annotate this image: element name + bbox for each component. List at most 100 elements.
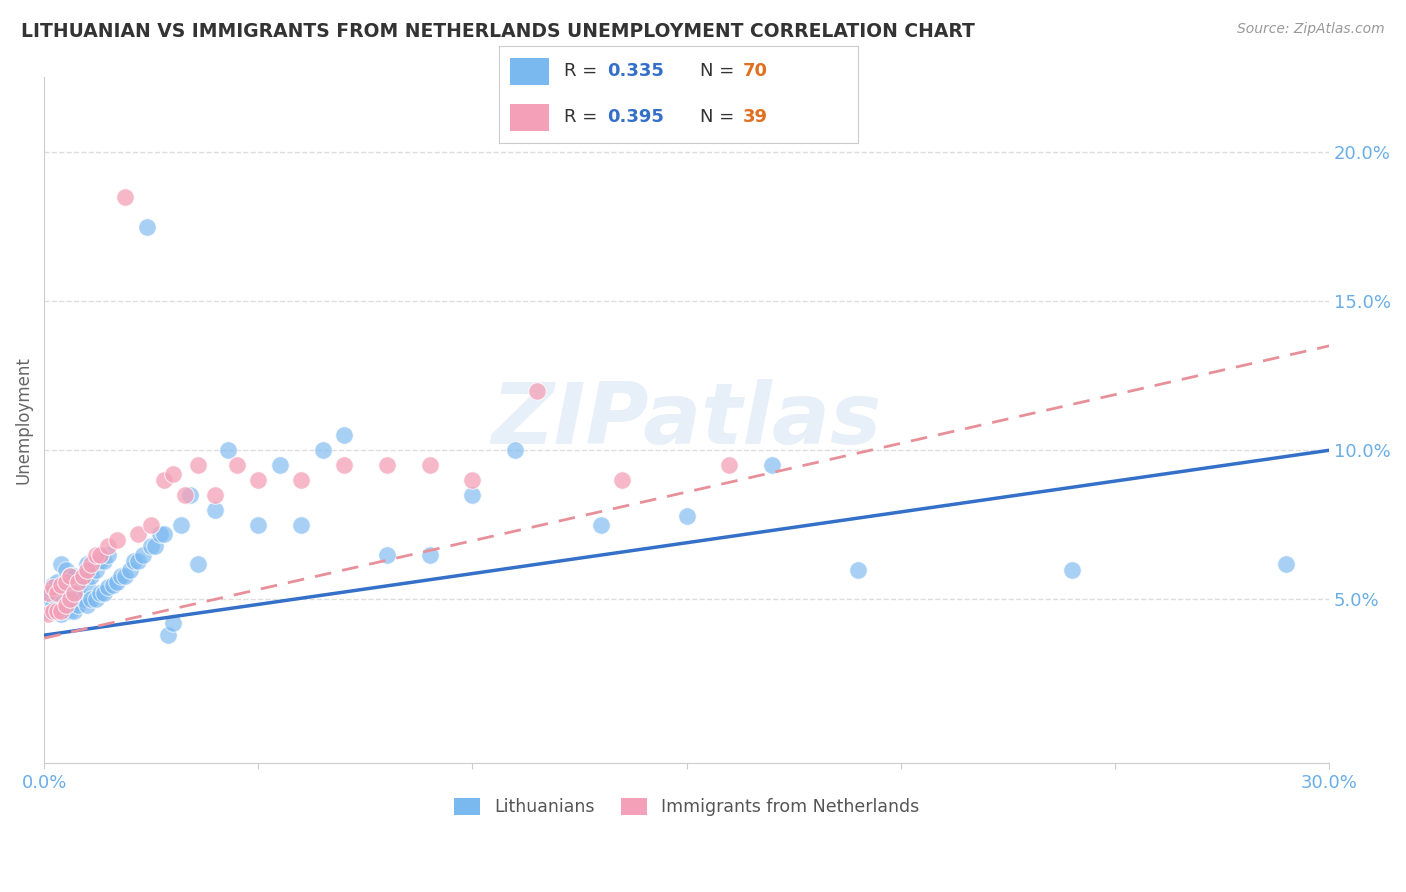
Point: [846, 563, 869, 577]
Text: Source: ZipAtlas.com: Source: ZipAtlas.com: [1237, 22, 1385, 37]
Point: [46, 604, 69, 618]
Text: R =: R =: [564, 108, 603, 126]
Point: [105, 574, 128, 589]
Point: [419, 458, 441, 473]
Y-axis label: Unemployment: Unemployment: [15, 357, 32, 484]
Point: [503, 443, 526, 458]
Point: [114, 568, 136, 582]
Text: 0.335: 0.335: [607, 62, 664, 80]
Text: 0.395: 0.395: [607, 108, 664, 126]
Point: [1275, 557, 1298, 571]
Point: [217, 443, 239, 458]
Point: [269, 458, 291, 473]
Point: [63, 604, 86, 618]
Point: [333, 428, 356, 442]
Text: N =: N =: [700, 108, 740, 126]
Point: [41, 599, 63, 613]
Point: [51, 607, 73, 622]
Point: [72, 592, 94, 607]
Point: [461, 488, 484, 502]
Point: [141, 517, 163, 532]
Point: [55, 599, 77, 613]
Point: [333, 458, 356, 473]
Point: [59, 586, 82, 600]
Point: [89, 554, 111, 568]
Point: [55, 574, 77, 589]
Point: [149, 526, 172, 541]
Point: [145, 539, 167, 553]
Point: [46, 592, 69, 607]
Point: [37, 607, 59, 622]
Point: [127, 554, 149, 568]
FancyBboxPatch shape: [510, 58, 550, 85]
Point: [375, 458, 398, 473]
Point: [162, 467, 184, 482]
Point: [76, 563, 98, 577]
Point: [41, 604, 63, 618]
Point: [84, 548, 107, 562]
Point: [101, 577, 124, 591]
Point: [612, 473, 634, 487]
Point: [127, 526, 149, 541]
Point: [59, 592, 82, 607]
Point: [89, 586, 111, 600]
Point: [204, 503, 226, 517]
Point: [59, 604, 82, 618]
Point: [526, 384, 548, 398]
Point: [76, 557, 98, 571]
Point: [63, 586, 86, 600]
Point: [67, 574, 90, 589]
Point: [41, 577, 63, 591]
Point: [55, 583, 77, 598]
Point: [187, 557, 209, 571]
Point: [135, 219, 157, 234]
Point: [84, 592, 107, 607]
Point: [63, 586, 86, 600]
Point: [37, 604, 59, 618]
Point: [55, 599, 77, 613]
Point: [46, 604, 69, 618]
Point: [675, 508, 697, 523]
Point: [93, 586, 115, 600]
Point: [170, 517, 193, 532]
Point: [187, 458, 209, 473]
Text: ZIPatlas: ZIPatlas: [492, 379, 882, 462]
Point: [46, 574, 69, 589]
Point: [157, 628, 180, 642]
Point: [589, 517, 612, 532]
Point: [718, 458, 741, 473]
Point: [290, 473, 312, 487]
Point: [37, 586, 59, 600]
Point: [97, 548, 120, 562]
Point: [118, 563, 141, 577]
Point: [72, 568, 94, 582]
Point: [461, 473, 484, 487]
Point: [72, 568, 94, 582]
Point: [375, 548, 398, 562]
Point: [1062, 563, 1084, 577]
Point: [162, 616, 184, 631]
Point: [84, 563, 107, 577]
Point: [110, 568, 132, 582]
Point: [204, 488, 226, 502]
Point: [51, 577, 73, 591]
Point: [89, 548, 111, 562]
Text: 70: 70: [742, 62, 768, 80]
Point: [59, 568, 82, 582]
Point: [114, 190, 136, 204]
Point: [51, 604, 73, 618]
Point: [97, 539, 120, 553]
Point: [76, 577, 98, 591]
Point: [97, 581, 120, 595]
Legend: Lithuanians, Immigrants from Netherlands: Lithuanians, Immigrants from Netherlands: [447, 790, 927, 823]
Point: [46, 586, 69, 600]
Point: [80, 568, 103, 582]
Text: N =: N =: [700, 62, 740, 80]
Point: [67, 599, 90, 613]
Point: [131, 548, 153, 562]
Point: [290, 517, 312, 532]
Point: [93, 554, 115, 568]
Point: [174, 488, 197, 502]
Point: [51, 557, 73, 571]
Text: R =: R =: [564, 62, 603, 80]
